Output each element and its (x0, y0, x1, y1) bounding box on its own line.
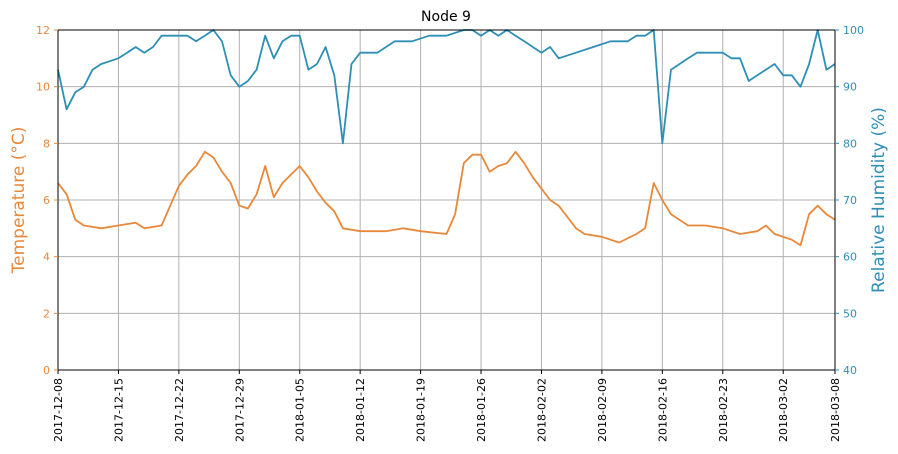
right-y-tick-label: 40 (843, 364, 857, 377)
x-tick-label: 2017-12-15 (112, 378, 125, 442)
series-layer (57, 29, 836, 247)
left-y-tick-label: 2 (43, 307, 50, 320)
left-y-tick-label: 6 (43, 194, 50, 207)
left-y-tick-label: 12 (36, 24, 50, 37)
x-tick-label: 2018-01-26 (475, 378, 488, 442)
left-axis-label: Temperature (°C) (9, 127, 29, 275)
x-tick-label: 2018-03-02 (777, 378, 790, 442)
axis-layer: 2017-12-08 2017-12-15 2017-12-22 2017-12-29… (36, 24, 864, 442)
humidity-series-line (57, 29, 836, 145)
temperature-series-line (57, 150, 836, 247)
x-tick-label: 2017-12-29 (233, 378, 246, 442)
right-y-tick-label: 50 (843, 307, 857, 320)
x-tick-label: 2018-01-12 (354, 378, 367, 442)
chart-title: Node 9 (421, 9, 471, 25)
right-axis-label: Relative Humidity (%) (869, 107, 889, 293)
x-tick-label: 2017-12-08 (52, 378, 65, 442)
x-tick-label: 2018-01-19 (415, 378, 428, 442)
right-y-tick-label: 100 (843, 24, 864, 37)
x-tick-label: 2018-02-02 (535, 378, 548, 442)
x-tick-label: 2018-01-05 (294, 378, 307, 442)
x-tick-label: 2018-02-09 (596, 378, 609, 442)
right-y-tick-label: 80 (843, 137, 857, 150)
right-y-tick-label: 90 (843, 81, 857, 94)
x-tick-label: 2017-12-22 (173, 378, 186, 442)
left-y-tick-label: 0 (43, 364, 50, 377)
grid-layer (57, 29, 836, 371)
left-y-tick-label: 4 (43, 251, 50, 264)
x-tick-label: 2018-03-08 (829, 378, 842, 442)
left-y-tick-label: 8 (43, 137, 50, 150)
x-tick-label: 2018-02-16 (656, 378, 669, 442)
x-tick-label: 2018-02-23 (717, 378, 730, 442)
right-y-tick-label: 60 (843, 251, 857, 264)
right-y-tick-label: 70 (843, 194, 857, 207)
left-y-tick-label: 10 (36, 81, 50, 94)
